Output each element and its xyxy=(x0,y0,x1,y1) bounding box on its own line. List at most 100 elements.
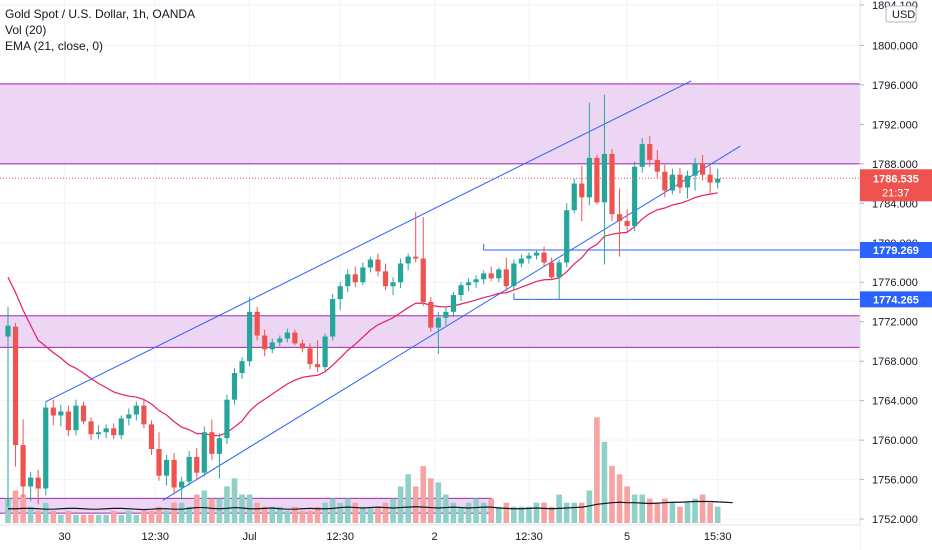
volume-bar xyxy=(375,506,381,523)
candle-body xyxy=(390,282,396,287)
volume-bar xyxy=(677,506,683,523)
level-badge-label: 1779.269 xyxy=(873,245,919,257)
candle-body xyxy=(5,325,11,337)
candle-body xyxy=(224,399,230,439)
volume-bar xyxy=(224,486,230,523)
candle-body xyxy=(43,407,49,489)
volume-bar xyxy=(450,502,457,523)
candle-body xyxy=(616,214,623,222)
volume-bar xyxy=(571,502,578,523)
volume-bar xyxy=(360,506,366,523)
candle-body xyxy=(428,301,434,328)
volume-bar xyxy=(103,514,109,523)
price-tick-label: 1784.000 xyxy=(872,198,918,210)
candle-body xyxy=(201,432,207,473)
time-tick-label: 12:30 xyxy=(141,531,169,543)
volume-bar xyxy=(631,494,638,523)
volume-bar xyxy=(110,510,117,523)
candle-body xyxy=(518,258,524,264)
volume-bar xyxy=(420,466,427,523)
candle-body xyxy=(715,178,721,183)
volume-bar xyxy=(624,486,630,523)
volume-bar xyxy=(699,494,706,523)
price-tick-label: 1788.000 xyxy=(872,159,918,171)
last-price-value: 1786.535 xyxy=(873,173,919,185)
volume-bar xyxy=(382,502,389,523)
candle-body xyxy=(65,411,71,431)
volume-bar xyxy=(216,498,223,523)
volume-bar xyxy=(344,498,351,523)
volume-bar xyxy=(156,506,162,523)
candle-body xyxy=(20,445,26,487)
volume-bar xyxy=(714,506,721,523)
price-tick-label: 1772.000 xyxy=(872,317,918,329)
volume-bar xyxy=(495,506,502,523)
ema-line xyxy=(7,192,718,437)
volume-bar xyxy=(337,502,343,523)
candle-body xyxy=(163,459,170,476)
candle-body xyxy=(186,456,192,482)
candle-body xyxy=(382,271,389,287)
price-tick-label: 1776.000 xyxy=(872,277,918,289)
candle-body xyxy=(216,438,222,454)
volume-bar xyxy=(65,510,72,523)
price-tick-label: 1760.000 xyxy=(872,435,918,447)
candle-body xyxy=(413,256,419,259)
volume-bar xyxy=(299,510,306,523)
candle-body xyxy=(330,299,336,337)
horizontal-levels xyxy=(483,243,860,300)
volume-bar xyxy=(5,498,11,523)
volume-bar xyxy=(579,502,585,523)
price-axis[interactable]: 1804.1001800.0001796.0001792.0001788.000… xyxy=(859,0,932,550)
candle-body xyxy=(284,332,290,339)
volume-bar xyxy=(292,506,298,523)
volume-bar xyxy=(458,506,464,523)
candle-body xyxy=(405,256,411,264)
currency-box xyxy=(885,5,917,23)
volume-bar xyxy=(669,502,676,523)
volume-bar xyxy=(239,494,245,523)
candle-body xyxy=(367,259,373,268)
candle-body xyxy=(654,159,660,172)
candle-body xyxy=(88,421,94,435)
candlesticks xyxy=(5,94,721,507)
symbol-title[interactable]: Gold Spot / U.S. Dollar, 1h, OANDA xyxy=(5,7,196,21)
candle-body xyxy=(533,252,540,256)
volume-bar xyxy=(126,510,132,523)
volume-bar xyxy=(563,502,570,523)
volume-moving-average xyxy=(8,500,733,511)
volume-bar xyxy=(526,506,532,523)
volume-bar xyxy=(186,506,192,523)
time-axis[interactable]: 30 12:30 Jul 12:30 2 12:30 5 15:30 xyxy=(0,524,860,550)
candle-body xyxy=(677,174,683,188)
price-tick-label: 1768.000 xyxy=(872,356,918,368)
candle-body xyxy=(443,311,449,318)
channel-line xyxy=(45,80,692,403)
volume-bar xyxy=(488,498,494,523)
candle-body xyxy=(609,153,615,215)
supply-demand-zones xyxy=(0,83,861,514)
trend-channel[interactable] xyxy=(45,80,741,501)
volume-bar xyxy=(533,502,540,523)
volume-bar xyxy=(50,510,57,523)
volume-bar xyxy=(307,510,313,523)
candle-body xyxy=(624,221,630,226)
time-tick-label: 30 xyxy=(59,531,71,543)
volume-indicator-label[interactable]: Vol (20) xyxy=(5,23,47,37)
price-tick-label: 1756.000 xyxy=(872,475,918,487)
volume-bar xyxy=(443,494,449,523)
volume-bar xyxy=(201,490,208,523)
volume-bar xyxy=(707,502,713,523)
candle-body xyxy=(669,174,675,191)
time-tick-label: 12:30 xyxy=(326,531,354,543)
candle-body xyxy=(58,411,64,416)
volume-bar xyxy=(473,498,479,523)
volume-bar xyxy=(73,514,79,523)
candle-body xyxy=(307,348,313,365)
volume-bar xyxy=(586,490,593,523)
volume-bar xyxy=(548,506,555,523)
candle-body xyxy=(111,428,117,436)
ema-indicator-label[interactable]: EMA (21, close, 0) xyxy=(5,39,104,53)
countdown-timer: 21:37 xyxy=(882,187,910,199)
